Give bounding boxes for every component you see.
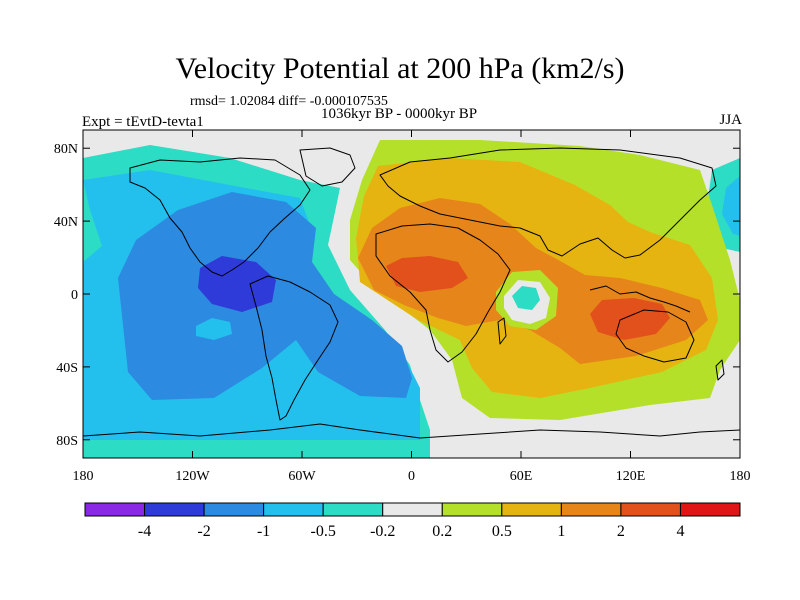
positive-contour-2-maritime bbox=[590, 298, 670, 340]
x-tick-label: 60E bbox=[510, 469, 533, 484]
coastline-greenland bbox=[299, 147, 356, 187]
x-tick-label: 120W bbox=[175, 469, 210, 484]
colorbar: -4 -2 -1 -0.5 -0.2 0.2 0.5 1 2 4 bbox=[84, 502, 741, 540]
coastline-maritime-continent bbox=[589, 285, 691, 313]
coastline-australia bbox=[615, 309, 695, 363]
colorbar-label: 1 bbox=[557, 523, 565, 540]
x-tick-label: 180 bbox=[73, 469, 94, 484]
x-tick-label: 120E bbox=[616, 469, 646, 484]
colorbar-swatch bbox=[322, 502, 384, 517]
chart-title: Velocity Potential at 200 hPa (km2/s) bbox=[175, 52, 625, 85]
coastline-eurasia bbox=[379, 147, 717, 259]
colorbar-label: 0.2 bbox=[432, 523, 452, 540]
colorbar-swatch bbox=[679, 502, 741, 517]
colorbar-label: -2 bbox=[197, 523, 210, 540]
colorbar-swatch bbox=[501, 502, 562, 517]
y-axis: 80N 40N 0 40S 80S bbox=[54, 142, 740, 449]
y-tick-label: 40S bbox=[56, 361, 78, 376]
x-tick-label: 0 bbox=[408, 469, 415, 484]
coastline-antarctica bbox=[83, 423, 740, 439]
colorbar-swatch bbox=[441, 502, 503, 517]
season-label: JJA bbox=[719, 112, 742, 128]
positive-contour-2-africa bbox=[386, 256, 468, 292]
x-axis: 180 120W 60W 0 60E 120E 180 bbox=[73, 130, 751, 484]
y-tick-label: 80S bbox=[56, 434, 78, 449]
colorbar-label: 0.5 bbox=[492, 523, 512, 540]
colorbar-swatch bbox=[263, 502, 324, 517]
rmsd-diff-stats: rmsd= 1.02084 diff= -0.000107535 bbox=[190, 94, 388, 109]
period-subtitle: 1036kyr BP - 0000kyr BP bbox=[321, 106, 478, 122]
coastline-north-america bbox=[129, 157, 311, 277]
colorbar-swatch bbox=[382, 502, 443, 517]
y-tick-label: 80N bbox=[54, 142, 78, 157]
x-tick-label: 60W bbox=[288, 469, 316, 484]
experiment-label: Expt = tEvtD-tevta1 bbox=[82, 114, 204, 130]
coastline-south-america bbox=[249, 275, 339, 421]
indian-ocean-minimum bbox=[512, 286, 540, 310]
colorbar-label: 2 bbox=[617, 523, 625, 540]
colorbar-swatch bbox=[144, 502, 205, 517]
x-tick-label: 180 bbox=[730, 469, 751, 484]
coastline-layer bbox=[83, 147, 740, 439]
colorbar-swatch bbox=[84, 502, 146, 517]
colorbar-label: -4 bbox=[138, 523, 151, 540]
coastline-new-zealand bbox=[715, 359, 725, 381]
negative-pocket-contour bbox=[196, 318, 232, 340]
colorbar-swatch bbox=[560, 502, 622, 517]
colorbar-label: -1 bbox=[257, 523, 270, 540]
y-tick-label: 40N bbox=[54, 215, 78, 230]
colorbar-label: -0.2 bbox=[370, 523, 395, 540]
colorbar-label: 4 bbox=[676, 523, 684, 540]
coastline-madagascar bbox=[497, 317, 507, 345]
coastline-africa bbox=[375, 223, 511, 363]
colorbar-label: -0.5 bbox=[311, 523, 336, 540]
colorbar-swatch bbox=[203, 502, 265, 517]
colorbar-swatch bbox=[620, 502, 681, 517]
y-tick-label: 0 bbox=[71, 288, 78, 303]
negative-contour-minus-2 bbox=[198, 256, 276, 312]
